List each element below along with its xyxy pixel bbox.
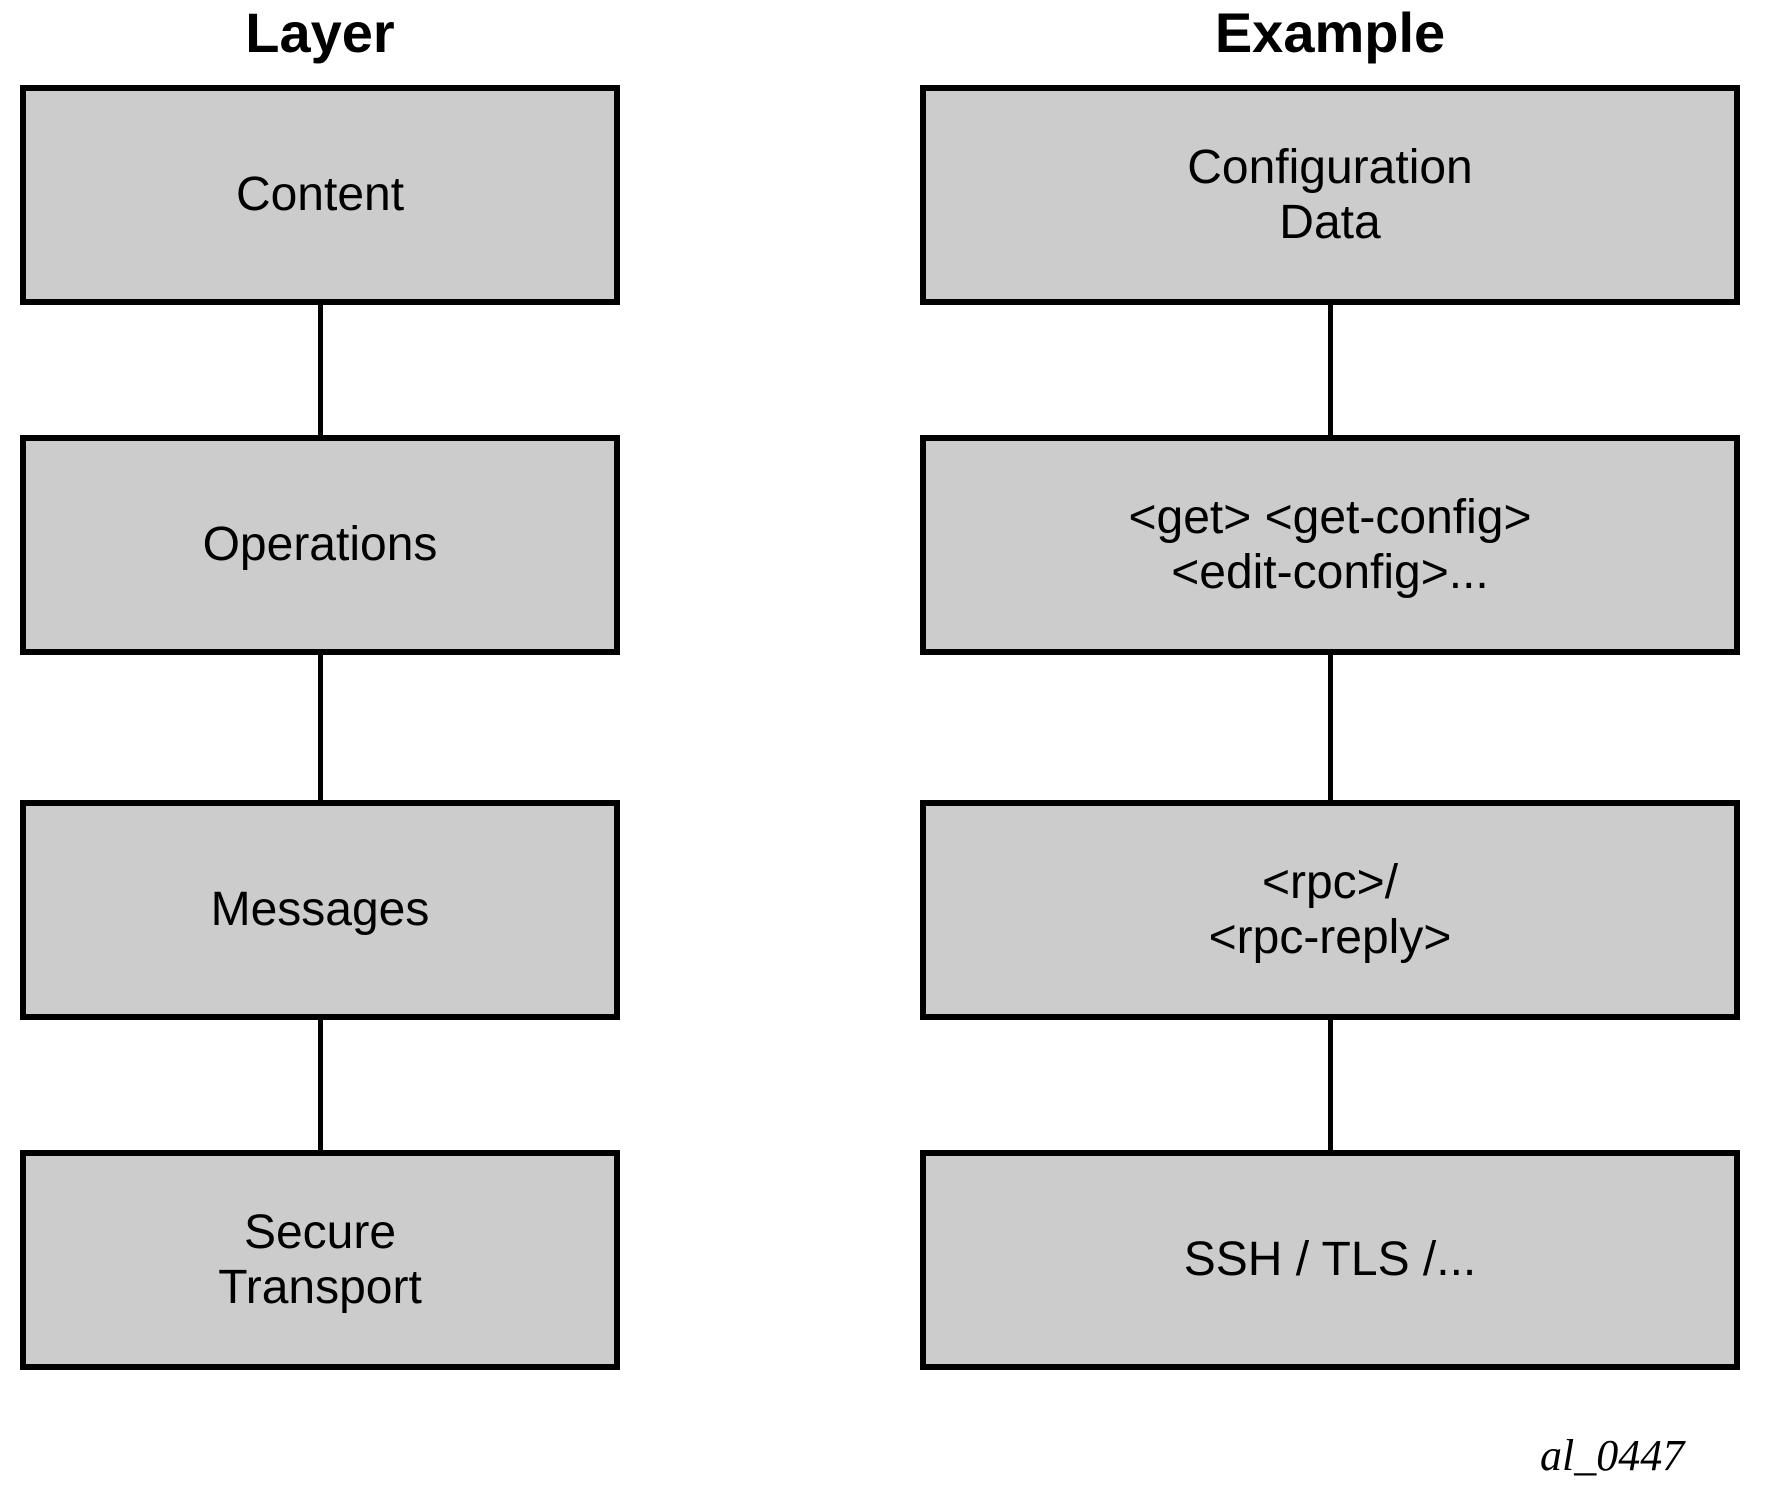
column-header-layer: Layer [20, 0, 620, 65]
connector-layer-0-1 [318, 305, 323, 435]
connector-example-2-3 [1328, 1020, 1333, 1150]
node-layer-1: Operations [20, 435, 620, 655]
diagram-canvas: Layer Example Content Operations Messages Sec… [0, 0, 1771, 1494]
node-example-2: <rpc>/<rpc-reply> [920, 800, 1740, 1020]
node-layer-3: SecureTransport [20, 1150, 620, 1370]
figure-caption: al_0447 [1540, 1430, 1684, 1481]
connector-layer-2-3 [318, 1020, 323, 1150]
node-layer-2: Messages [20, 800, 620, 1020]
node-example-3: SSH / TLS /... [920, 1150, 1740, 1370]
node-example-0: ConfigurationData [920, 85, 1740, 305]
node-layer-0: Content [20, 85, 620, 305]
connector-example-1-2 [1328, 655, 1333, 800]
connector-example-0-1 [1328, 305, 1333, 435]
connector-layer-1-2 [318, 655, 323, 800]
node-example-1: <get> <get-config><edit-config>... [920, 435, 1740, 655]
column-header-example: Example [920, 0, 1740, 65]
